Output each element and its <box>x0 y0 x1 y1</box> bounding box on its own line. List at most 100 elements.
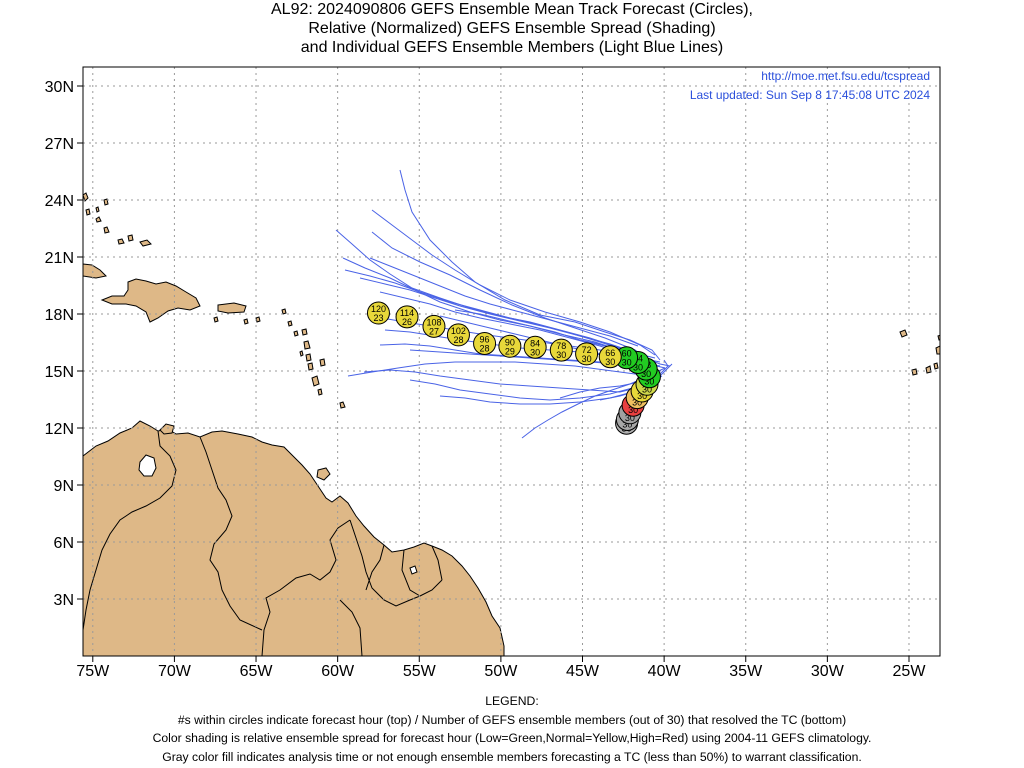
cuba-land <box>83 263 108 279</box>
ensemble-mean-track: 0300630123018302430303036304230483054306… <box>366 301 661 435</box>
credit-url[interactable]: http://moe.met.fsu.edu/tcspread <box>761 69 930 83</box>
ensemble-member-tracks <box>335 169 673 439</box>
member-count-label: 30 <box>632 398 642 408</box>
puerto-rico-island <box>217 302 247 314</box>
member-count-label: 28 <box>453 335 463 345</box>
lat-label: 30N <box>45 79 74 96</box>
member-count-label: 30 <box>556 350 566 360</box>
member-count-label: 23 <box>373 313 383 323</box>
member-count-label: 26 <box>402 317 412 327</box>
member-count-label: 30 <box>622 419 632 429</box>
lon-label: 65W <box>240 663 274 680</box>
member-count-label: 30 <box>637 391 647 401</box>
title-line-1: AL92: 2024090806 GEFS Ensemble Mean Trac… <box>271 1 753 18</box>
member-count-label: 30 <box>530 347 540 357</box>
track-circle <box>395 305 419 329</box>
lon-label: 60W <box>321 663 355 680</box>
map-frame <box>82 66 941 657</box>
member-count-label: 30 <box>622 358 632 368</box>
lon-label: 25W <box>893 663 927 680</box>
cape-verde-islands <box>899 329 940 376</box>
legend-line-1: #s within circles indicate forecast hour… <box>177 712 847 727</box>
forecast-hour-label: 120 <box>371 304 386 314</box>
track-circle <box>473 331 497 355</box>
legend-line-2: Color shading is relative ensemble sprea… <box>152 731 872 745</box>
credit-updated: Last updated: Sun Sep 8 17:45:08 UTC 202… <box>690 88 931 102</box>
track-circle <box>598 345 622 369</box>
legend: LEGEND: #s within circles indicate forec… <box>0 692 1024 766</box>
lat-label: 15N <box>45 364 74 381</box>
forecast-hour-label: 72 <box>582 345 592 355</box>
legend-line-3: Gray color fill indicates analysis time … <box>162 749 862 764</box>
forecast-hour-label: 102 <box>451 326 466 336</box>
forecast-hour-label: 96 <box>480 334 490 344</box>
land-masses <box>83 192 940 656</box>
track-circle <box>498 334 522 358</box>
lat-label: 12N <box>45 421 74 438</box>
lat-label: 9N <box>54 478 74 495</box>
legend-heading: LEGEND: <box>485 694 539 708</box>
forecast-hour-label: 84 <box>530 338 540 348</box>
title-line-2: Relative (Normalized) GEFS Ensemble Spre… <box>308 20 716 37</box>
member-count-label: 30 <box>625 413 635 423</box>
member-count-label: 29 <box>505 346 515 356</box>
lon-label: 50W <box>484 663 518 680</box>
member-count-label: 30 <box>642 384 652 394</box>
track-circle <box>523 335 547 359</box>
lat-label: 3N <box>54 592 74 609</box>
member-count-label: 30 <box>633 362 643 372</box>
bahamas-islands <box>83 192 152 247</box>
track-circle <box>575 342 599 366</box>
paraguana-peninsula <box>159 423 175 435</box>
lake-maracaibo <box>138 454 157 477</box>
lat-label: 24N <box>45 193 74 210</box>
lat-label: 27N <box>45 136 74 153</box>
forecast-hour-label: 90 <box>505 337 515 347</box>
lon-label: 30W <box>811 663 845 680</box>
map-axes: 30N 27N 24N 21N 18N 15N 12N 9N 6N 3N 75W 70W 65W 60W 5… <box>45 79 927 680</box>
forecast-hour-label: 114 <box>400 308 414 318</box>
trinidad-island <box>316 467 331 481</box>
lat-label: 6N <box>54 535 74 552</box>
member-count-label: 30 <box>644 377 654 387</box>
track-circle <box>549 338 573 362</box>
lon-label: 45W <box>566 663 600 680</box>
lon-label: 70W <box>158 663 192 680</box>
track-circle <box>422 314 446 338</box>
member-count-label: 30 <box>605 357 615 367</box>
member-count-label: 30 <box>628 405 638 415</box>
lon-label: 35W <box>729 663 763 680</box>
member-count-label: 30 <box>641 369 651 379</box>
lake-guri <box>409 565 418 575</box>
forecast-hour-label: 108 <box>426 317 441 327</box>
forecast-hour-label: 66 <box>605 348 615 358</box>
lat-label: 18N <box>45 307 74 324</box>
track-circle <box>446 323 470 347</box>
title-line-3: and Individual GEFS Ensemble Members (Li… <box>300 39 724 56</box>
country-borders <box>83 430 443 656</box>
member-count-label: 28 <box>480 343 490 353</box>
forecast-hour-label: 60 <box>622 349 632 359</box>
lesser-antilles <box>213 308 346 409</box>
hispaniola-island <box>100 278 201 323</box>
member-count-label: 30 <box>582 354 592 364</box>
lon-label: 40W <box>648 663 682 680</box>
lat-label: 21N <box>45 250 74 267</box>
map-title: AL92: 2024090806 GEFS Ensemble Mean Trac… <box>0 0 1024 57</box>
lon-label: 55W <box>403 663 437 680</box>
lon-label: 75W <box>76 663 110 680</box>
track-circle <box>366 301 390 325</box>
member-count-label: 27 <box>429 326 439 336</box>
forecast-hour-label: 78 <box>556 341 566 351</box>
